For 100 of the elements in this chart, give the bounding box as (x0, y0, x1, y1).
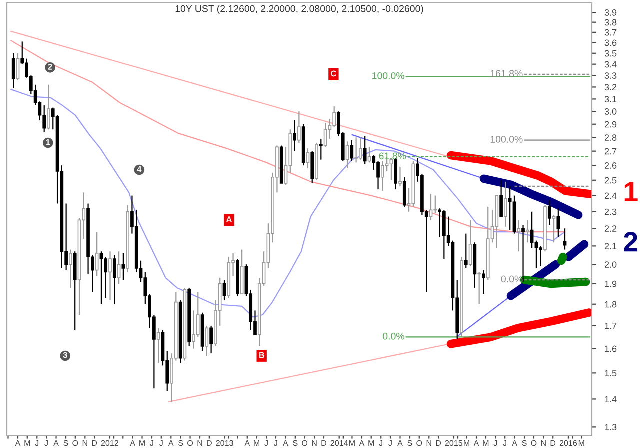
candlestick (122, 252, 126, 281)
y-tick-label: 2.6 (604, 162, 617, 169)
candlestick (350, 140, 354, 162)
y-tick-label: 3.5 (604, 50, 617, 57)
x-tick-label: N (541, 440, 546, 446)
candlestick (12, 52, 16, 89)
y-tick-label: 2.4 (604, 192, 617, 200)
annotation: 2 (48, 64, 52, 70)
candlestick (398, 166, 402, 188)
candlestick (108, 251, 112, 301)
candlestick (482, 270, 486, 295)
series-label: 0.0% (383, 332, 404, 340)
line-series (10, 40, 566, 233)
candlestick (104, 256, 108, 299)
x-tick-label: A (474, 440, 480, 446)
y-tick-label: 2.0 (604, 262, 617, 268)
x-tick-label: A (244, 440, 250, 446)
x-tick-label: A (54, 440, 59, 446)
candlestick (530, 211, 534, 249)
x-tick-label: A (359, 440, 365, 446)
series-label: 1 (624, 182, 638, 202)
x-tick-label: D (92, 440, 98, 446)
candlestick (16, 52, 20, 81)
candlestick (556, 208, 560, 238)
candlestick (368, 146, 372, 164)
x-tick-label: J (160, 440, 163, 446)
candlestick (47, 84, 50, 130)
candlestick (69, 249, 72, 289)
x-tick-label: D (436, 440, 442, 446)
x-tick-label: M (24, 440, 30, 446)
x-tick-label: 2016 (560, 440, 578, 446)
x-tick-label: O (302, 440, 308, 446)
x-tick-label: S (293, 440, 298, 446)
y-tick-label: 3.8 (604, 19, 617, 26)
y-tick-label: 3.6 (604, 40, 617, 46)
candlestick (95, 232, 99, 277)
x-tick-label: S (522, 440, 527, 446)
candlestick (332, 106, 336, 128)
y-tick-label: 2.3 (604, 208, 617, 216)
x-tick-label: O (188, 440, 194, 446)
x-tick-label: M (483, 440, 489, 446)
x-tick-label: J (379, 440, 383, 446)
y-tick-label: 3.4 (604, 61, 617, 68)
y-tick-label: 1.9 (605, 280, 617, 288)
annotation: 1 (46, 139, 50, 146)
candlestick (196, 291, 200, 338)
candlestick (402, 176, 406, 208)
annotation: A (226, 216, 232, 222)
x-tick-label: A (168, 440, 174, 446)
x-tick-label: M (140, 440, 145, 446)
candlestick (363, 136, 367, 165)
candlestick (298, 111, 301, 144)
x-tick-label: A (130, 440, 136, 446)
x-tick-label: M (254, 440, 260, 446)
series-label: 61.8% (379, 152, 406, 160)
x-tick-label: M (464, 440, 470, 446)
annotation: B (259, 352, 264, 358)
y-tick-label: 2.8 (604, 134, 617, 141)
candlestick (548, 200, 552, 226)
y-tick-label: 1.7 (605, 323, 617, 330)
y-tick-label: 3.3 (604, 72, 617, 79)
candlestick (517, 220, 521, 252)
candlestick (434, 195, 438, 214)
candlestick (210, 325, 213, 354)
candlestick (563, 228, 567, 250)
candlestick (504, 181, 508, 228)
candlestick (500, 180, 503, 218)
candlestick (112, 254, 116, 305)
x-tick-label: D (322, 440, 327, 446)
x-tick-label: J (35, 440, 39, 446)
y-tick-label: 1.5 (605, 370, 617, 377)
x-tick-label: J (494, 440, 498, 446)
y-tick-label: 1.4 (605, 396, 617, 402)
candlestick (100, 251, 104, 305)
x-tick-label: 2013 (216, 440, 234, 446)
candlestick (522, 224, 525, 283)
candlestick (508, 186, 512, 231)
x-tick-label: 2012 (101, 440, 118, 446)
x-tick-label: J (264, 440, 268, 446)
y-tick-label: 2.2 (604, 226, 617, 232)
x-tick-label: 2014 (330, 440, 348, 446)
y-tick-label: 3.1 (604, 96, 617, 103)
candlestick (222, 279, 226, 301)
y-tick-label: 1.3 (605, 424, 617, 431)
x-tick-label: O (416, 440, 422, 446)
x-tick-label: A (512, 440, 518, 446)
x-tick-label: A (283, 440, 288, 446)
candlestick (205, 325, 209, 357)
y-tick-label: 1.8 (605, 301, 617, 308)
y-tick-label: 3.0 (604, 108, 617, 115)
x-tick-label: N (82, 440, 88, 446)
y-tick-label: 3.2 (604, 84, 617, 91)
y-tick-label: 2.5 (604, 177, 617, 184)
x-tick-label: 2015 (445, 440, 463, 446)
x-tick-label: A (398, 440, 403, 446)
candlestick (526, 220, 530, 244)
x-tick-label: O (72, 440, 78, 446)
x-tick-label: S (178, 440, 184, 446)
series-label: 2 (624, 232, 638, 252)
candlestick (117, 251, 121, 285)
